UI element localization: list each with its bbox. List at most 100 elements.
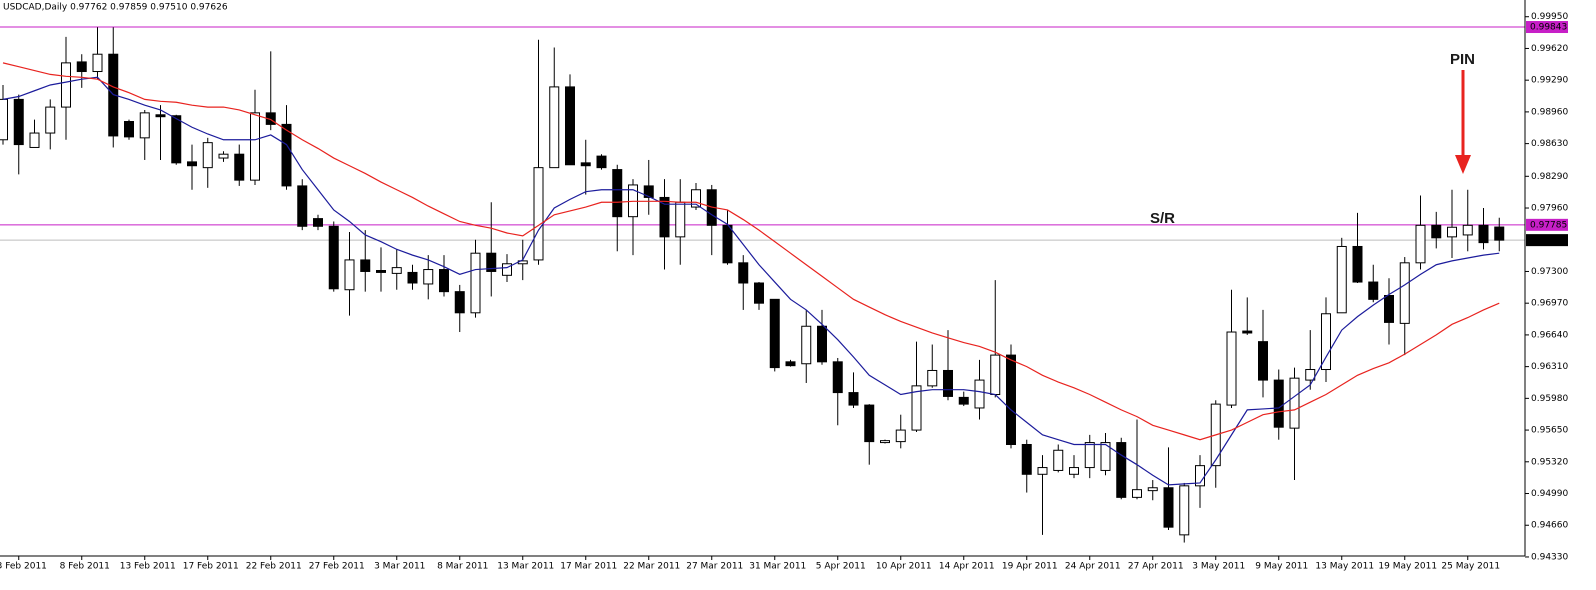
candle-body bbox=[360, 259, 371, 272]
candle-body bbox=[1384, 294, 1394, 323]
y-tick-label: 0.98630 bbox=[1531, 139, 1568, 149]
y-tick-label: 0.96640 bbox=[1531, 330, 1568, 340]
candle-body bbox=[328, 225, 339, 290]
candle-body bbox=[1494, 226, 1505, 241]
candle-body bbox=[1336, 245, 1347, 314]
y-tick-label: 0.96970 bbox=[1531, 299, 1568, 309]
candle-body bbox=[313, 218, 323, 227]
candle-body bbox=[1021, 443, 1032, 475]
candle-body bbox=[391, 267, 402, 274]
candle-body bbox=[344, 259, 355, 291]
x-tick-label: 27 Apr 2011 bbox=[1128, 562, 1184, 572]
candle-body bbox=[1006, 354, 1016, 445]
candle-body bbox=[958, 396, 969, 405]
price-label: 0.97785 bbox=[1530, 220, 1567, 230]
price-box bbox=[1526, 218, 1568, 231]
candle-body bbox=[533, 167, 544, 261]
candle-body bbox=[1431, 224, 1442, 239]
candle-body bbox=[486, 252, 497, 272]
candle-body bbox=[29, 132, 40, 148]
moving-average bbox=[2, 76, 1500, 486]
candle-body bbox=[596, 155, 607, 169]
x-tick-label: 9 May 2011 bbox=[1255, 562, 1308, 572]
candle-body bbox=[974, 379, 985, 409]
candle-body bbox=[1100, 442, 1111, 471]
x-tick-label: 19 Apr 2011 bbox=[1002, 562, 1058, 572]
candle-body bbox=[61, 62, 71, 108]
candle-body bbox=[297, 185, 308, 227]
y-tick-label: 0.94990 bbox=[1531, 489, 1568, 499]
candle-body bbox=[1084, 442, 1095, 469]
candle-body bbox=[1163, 487, 1174, 528]
candle-body bbox=[1399, 262, 1410, 324]
arrow-head bbox=[1455, 155, 1471, 174]
candle-body bbox=[1069, 467, 1079, 475]
moving-average bbox=[2, 62, 1500, 441]
candle-body bbox=[580, 162, 591, 167]
candle-body bbox=[1368, 281, 1379, 300]
price-box bbox=[1526, 21, 1568, 34]
x-tick-label: 17 Mar 2011 bbox=[560, 562, 617, 572]
y-tick-label: 0.99620 bbox=[1531, 44, 1568, 54]
candle-body bbox=[675, 201, 686, 238]
price-label: 0.99843 bbox=[1530, 23, 1567, 33]
candle-body bbox=[1415, 224, 1426, 264]
candle-body bbox=[1289, 377, 1300, 429]
x-tick-label: 13 May 2011 bbox=[1315, 562, 1374, 572]
x-tick-label: 24 Apr 2011 bbox=[1065, 562, 1121, 572]
y-tick-label: 0.98960 bbox=[1531, 107, 1568, 117]
candle-body bbox=[817, 325, 827, 363]
candle-body bbox=[643, 185, 654, 198]
candle-body bbox=[612, 169, 623, 218]
x-tick-label: 31 Mar 2011 bbox=[749, 562, 806, 572]
candle-body bbox=[1147, 487, 1158, 492]
price-box bbox=[1526, 234, 1568, 247]
candle-body bbox=[1447, 226, 1457, 238]
candle-body bbox=[1352, 245, 1363, 283]
candle-body bbox=[1179, 485, 1190, 536]
candle-body bbox=[171, 115, 182, 164]
x-tick-label: 5 Apr 2011 bbox=[816, 562, 866, 572]
y-tick-label: 0.97300 bbox=[1531, 267, 1568, 277]
candle-body bbox=[439, 269, 449, 293]
candle-body bbox=[1242, 330, 1253, 334]
candle-body bbox=[45, 106, 56, 134]
annotation: PIN bbox=[1450, 51, 1475, 68]
candle-body bbox=[250, 112, 260, 181]
candle-body bbox=[990, 354, 1001, 396]
candle-body bbox=[155, 114, 166, 118]
chart-title: USDCAD,Daily 0.97762 0.97859 0.97510 0.9… bbox=[3, 3, 228, 13]
candle-body bbox=[895, 429, 906, 443]
candle-body bbox=[13, 98, 24, 146]
candle-body bbox=[1321, 313, 1331, 371]
candle-body bbox=[187, 161, 197, 167]
candle-body bbox=[407, 271, 418, 284]
y-tick-label: 0.95650 bbox=[1531, 426, 1568, 436]
candle-body bbox=[76, 61, 87, 73]
candle-body bbox=[848, 392, 859, 406]
x-tick-label: 14 Apr 2011 bbox=[939, 562, 995, 572]
candle-body bbox=[769, 298, 780, 369]
x-tick-label: 3 Feb 2011 bbox=[0, 562, 47, 572]
candle-body bbox=[92, 53, 103, 73]
x-tick-label: 8 Mar 2011 bbox=[437, 562, 488, 572]
x-tick-label: 19 May 2011 bbox=[1378, 562, 1437, 572]
candle-body bbox=[1273, 379, 1284, 428]
candle-body bbox=[801, 325, 812, 365]
candle-body bbox=[470, 252, 481, 314]
candle-body bbox=[376, 270, 386, 273]
annotation: S/R bbox=[1150, 210, 1175, 227]
candle-body bbox=[234, 153, 245, 181]
x-tick-label: 25 May 2011 bbox=[1441, 562, 1500, 572]
y-tick-label: 0.94330 bbox=[1531, 552, 1568, 562]
candle-body bbox=[1132, 489, 1142, 498]
x-tick-label: 3 May 2011 bbox=[1192, 562, 1245, 572]
candle-body bbox=[1462, 224, 1473, 236]
x-tick-label: 17 Feb 2011 bbox=[183, 562, 239, 572]
x-tick-label: 3 Mar 2011 bbox=[374, 562, 425, 572]
candle-body bbox=[423, 269, 434, 285]
x-tick-label: 8 Feb 2011 bbox=[60, 562, 110, 572]
candle-body bbox=[1053, 449, 1064, 471]
